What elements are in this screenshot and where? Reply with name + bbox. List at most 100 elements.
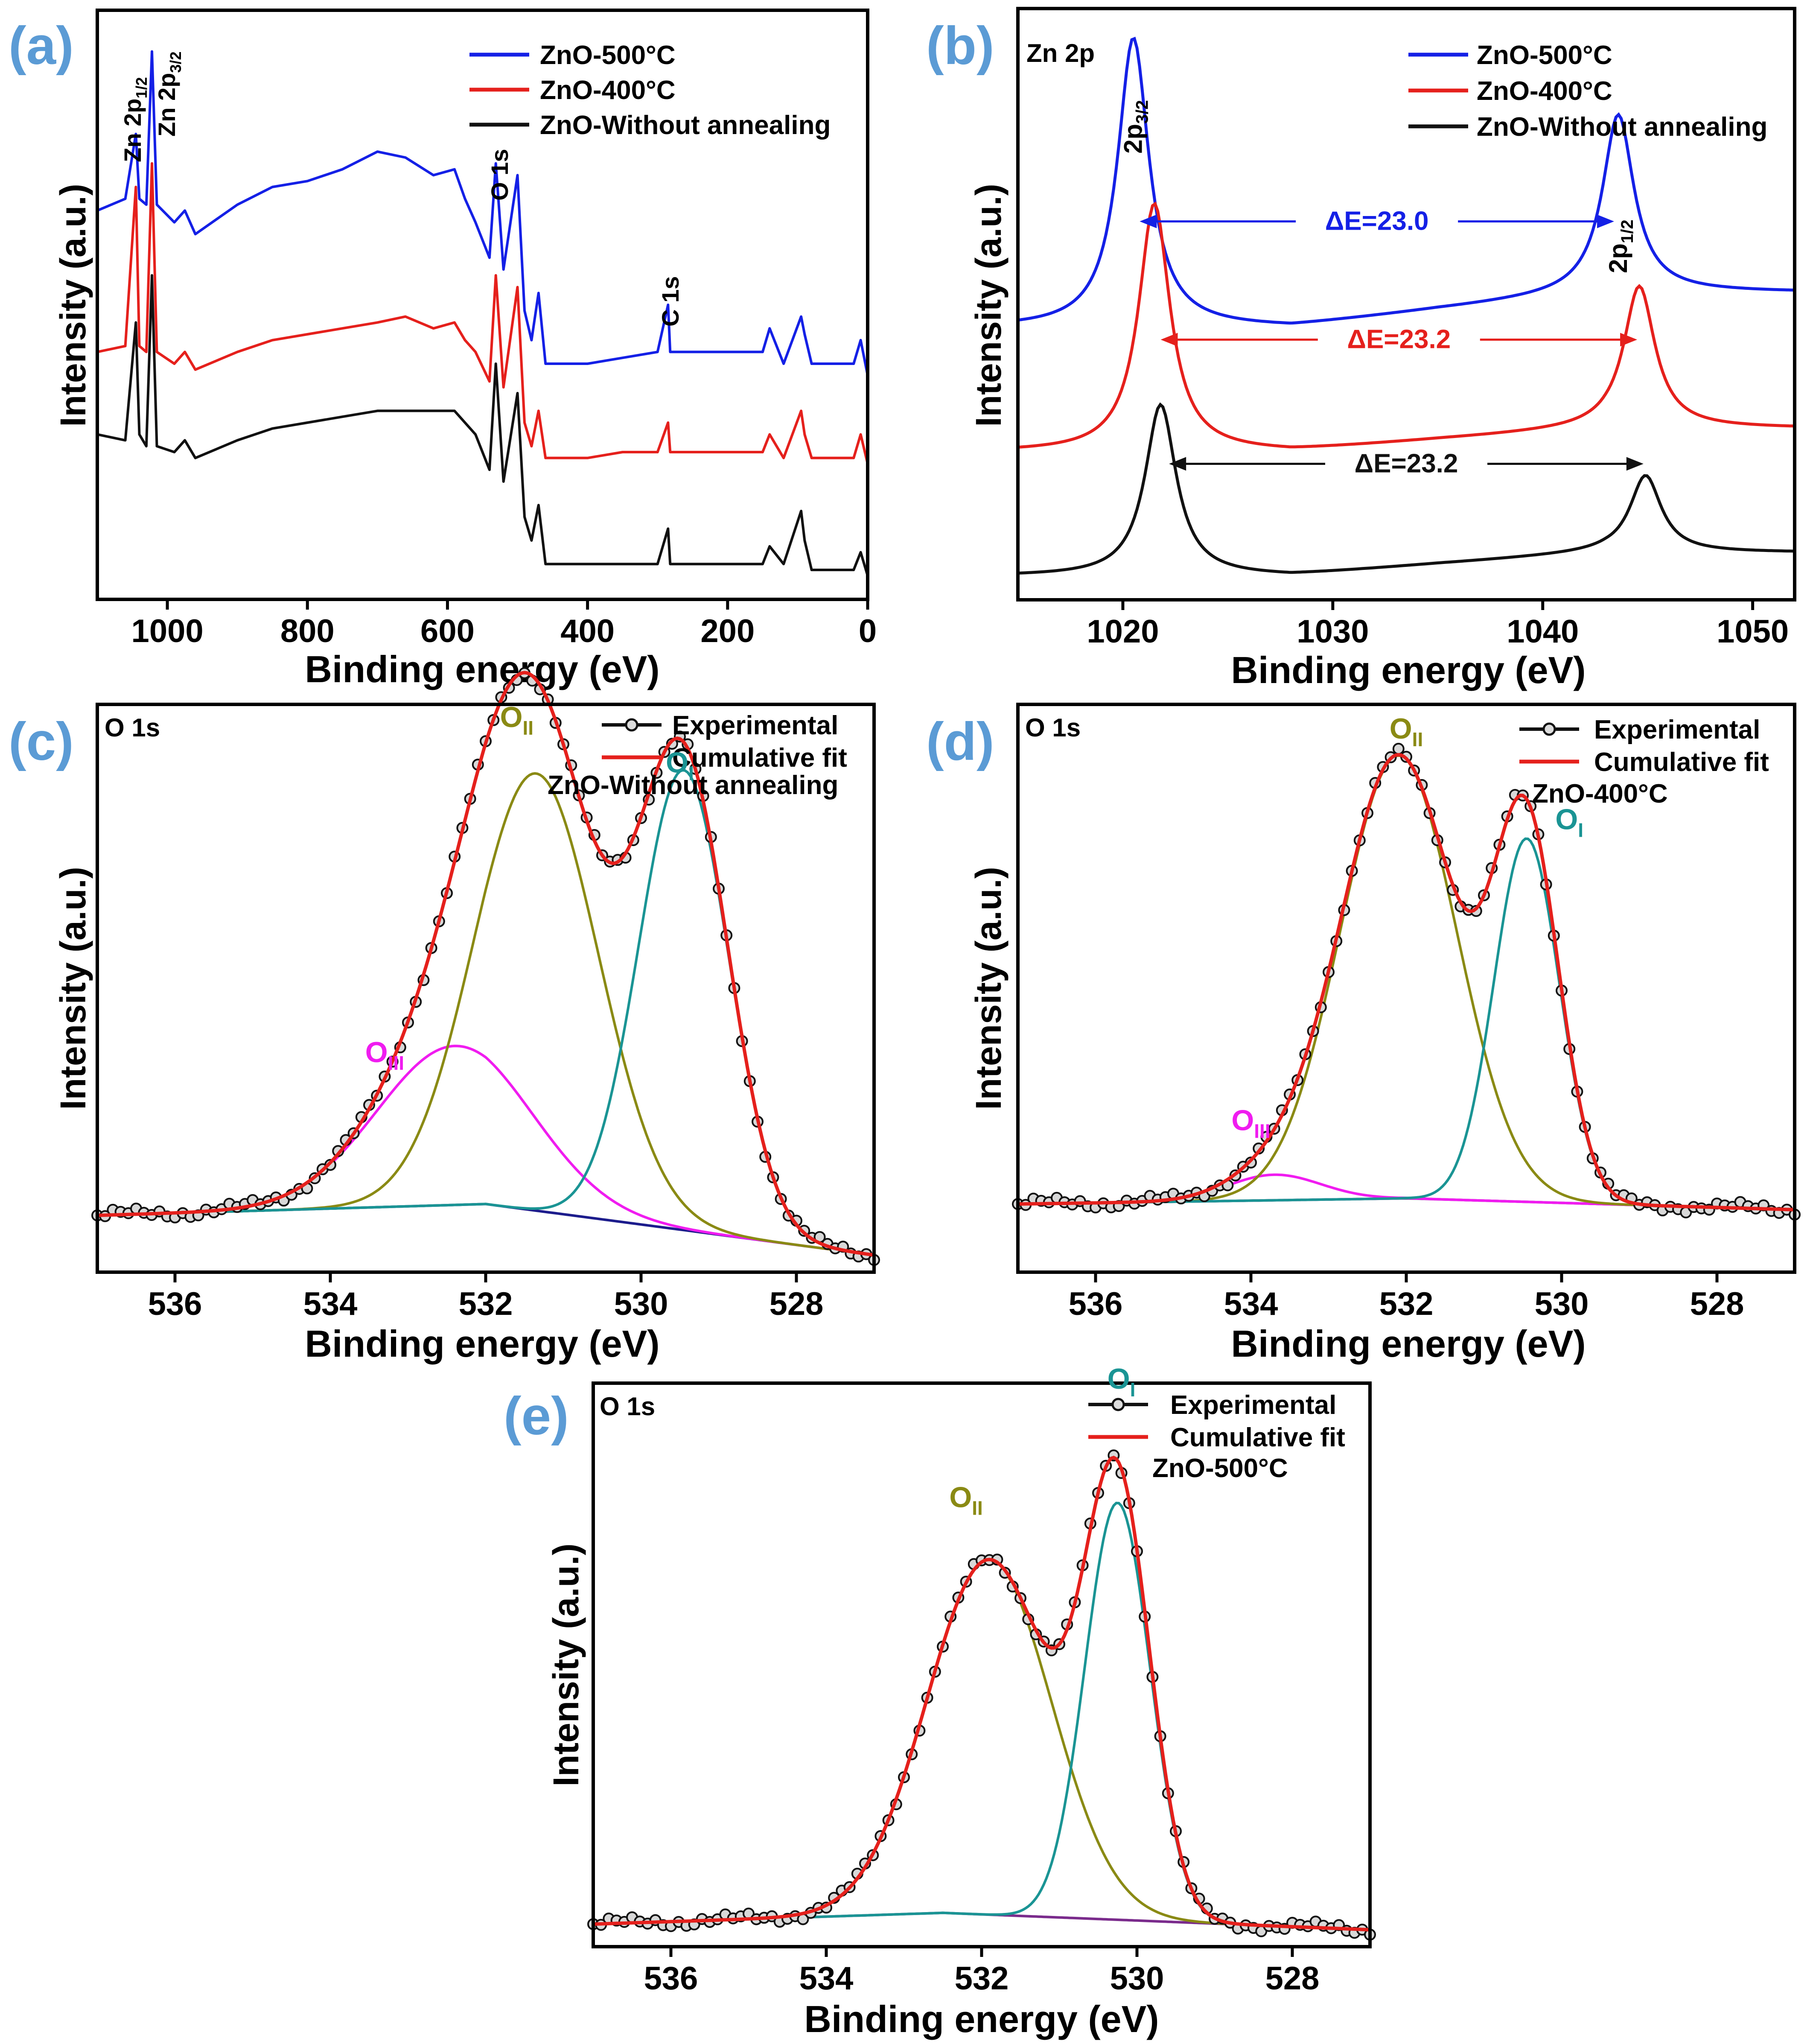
panel-a-frame (96, 9, 869, 601)
annotation-zn2p12: Zn 2p1/2 (119, 77, 150, 162)
panel-a-legend: ZnO-500°C ZnO-400°C ZnO-Without annealin… (469, 41, 831, 140)
legend-label-fit: Cumulative fit (1170, 1423, 1345, 1452)
panel-e-label: (e) (504, 1387, 569, 1446)
panel-b-series-0 (1017, 37, 1795, 325)
panel-a: (a) 1000 800 600 400 200 0 Binding energy (eV… (9, 9, 877, 690)
panel-e-xlabel: Binding energy (eV) (804, 1998, 1159, 2040)
panel-b-label: (b) (926, 16, 994, 76)
panel-d-component-label-1: OII (1390, 712, 1423, 750)
panel-e-component-label-0: OII (949, 1481, 982, 1519)
panel-d-label: (d) (926, 712, 994, 771)
panel-b-arrowhead-left-0 (1140, 214, 1157, 228)
annotation-o1s: O 1s (486, 149, 513, 201)
panel-c-component-label-2: OI (666, 747, 694, 785)
panel-c-component-label-1: OII (500, 701, 533, 739)
panel-b-frame (1016, 7, 1796, 602)
panel-a-xtick-label-2: 600 (420, 613, 475, 649)
legend-label-experimental: Experimental (1594, 715, 1760, 745)
panel-a-annotations: Zn 2p1/2 Zn 2p3/2 O 1s C 1s (119, 52, 684, 327)
panel-a-xtick-label-0: 1000 (131, 613, 204, 649)
panel-c-xtick-label-3: 530 (614, 1286, 668, 1322)
panel-a-xlabel: Binding energy (eV) (305, 648, 659, 690)
panel-b-xtick-label-2: 1040 (1507, 613, 1579, 650)
panel-c-label: (c) (9, 712, 74, 771)
legend-label-400: ZnO-400°C (1477, 76, 1612, 106)
panel-d-component-label-0: OIII (1231, 1104, 1270, 1142)
panel-d-xtick-label-0: 536 (1069, 1286, 1123, 1322)
panel-a-xtick-label-5: 0 (859, 613, 877, 649)
panel-d-xtick-label-2: 532 (1379, 1286, 1434, 1322)
panel-c-component-label-0: OIII (365, 1036, 404, 1074)
panel-e-ylabel: Intensity (a.u.) (546, 1543, 586, 1786)
legend-label-experimental: Experimental (672, 711, 838, 740)
panel-b-ylabel: Intensity (a.u.) (968, 184, 1009, 426)
panel-d-xlabel: Binding energy (eV) (1231, 1323, 1586, 1365)
panel-e-xtick-label-3: 530 (1110, 1960, 1164, 1997)
panel-e-xtick-label-2: 532 (955, 1960, 1009, 1997)
panel-b-arrowhead-left-2 (1169, 457, 1186, 471)
panel-b-arrowhead-left-1 (1160, 333, 1178, 347)
panel-d-title: O 1s (1025, 713, 1081, 742)
legend-label-experimental: Experimental (1170, 1390, 1336, 1420)
panel-d: (d) 536 534 532 530 528 O 1s Binding energy … (926, 703, 1801, 1365)
panel-c-xlabel: Binding energy (eV) (305, 1323, 659, 1365)
panel-b-delta-e-2: ΔE=23.2 (1355, 449, 1458, 478)
panel-b-xtick-label-0: 1020 (1087, 613, 1159, 650)
legend-marker-experimental (625, 718, 638, 732)
panel-c: (c) 536 534 532 530 528 O 1s Binding energy … (9, 667, 880, 1365)
legend-label-fit: Cumulative fit (1594, 748, 1769, 777)
panel-c-sample: ZnO-Without annealing (548, 771, 838, 800)
panel-c-xtick-label-4: 528 (770, 1286, 824, 1322)
panel-a-series-1 (97, 162, 869, 464)
panel-d-exp-point-49 (1392, 743, 1405, 755)
annotation-c1s: C 1s (657, 276, 684, 327)
panel-e-legend: Experimental Cumulative fit ZnO-500°C (1088, 1390, 1345, 1483)
panel-d-xtick-label-4: 528 (1690, 1286, 1744, 1322)
panel-b-series-1 (1017, 201, 1795, 449)
panel-e-title: O 1s (600, 1392, 655, 1421)
panel-d-ylabel: Intensity (a.u.) (968, 867, 1009, 1110)
panel-d-xtick-label-3: 530 (1535, 1286, 1589, 1322)
legend-label-unannealed: ZnO-Without annealing (540, 111, 831, 140)
panel-d-legend: Experimental Cumulative fit ZnO-400°C (1519, 715, 1769, 809)
panel-b-peak-label-0: 2p3/2 (1119, 100, 1152, 154)
legend-marker-experimental (1111, 1398, 1125, 1411)
panel-d-cumulative-fit (1017, 753, 1795, 1212)
panel-a-xtick-label-3: 400 (560, 613, 615, 649)
panel-a-label: (a) (9, 16, 74, 76)
panel-a-xtick-label-1: 800 (280, 613, 335, 649)
panel-b: (b) 1020 1030 1040 1050 Zn 2p Binding energ… (926, 7, 1796, 691)
legend-label-fit: Cumulative fit (672, 743, 847, 773)
panel-b-xtick-label-1: 1030 (1297, 613, 1369, 650)
panel-c-legend: Experimental Cumulative fit ZnO-Without … (548, 711, 847, 800)
panel-c-xtick-label-1: 534 (303, 1286, 358, 1322)
panel-c-title: O 1s (105, 713, 160, 742)
legend-label-unannealed: ZnO-Without annealing (1477, 112, 1767, 142)
panel-e-cumulative-fit (593, 1455, 1370, 1932)
panel-c-cumulative-fit (97, 671, 874, 1257)
panel-b-peak-label-1: 2p1/2 (1604, 219, 1637, 273)
panel-e: (e) 536 534 532 530 528 O 1s Binding energy … (504, 1363, 1376, 2040)
panel-c-xtick-label-2: 532 (459, 1286, 513, 1322)
panel-d-component-label-2: OI (1555, 803, 1583, 841)
panel-e-xtick-label-4: 528 (1265, 1960, 1320, 1997)
legend-label-500: ZnO-500°C (1477, 41, 1612, 70)
panel-e-xtick-label-0: 536 (644, 1960, 698, 1997)
legend-label-500: ZnO-500°C (540, 41, 676, 70)
panel-b-delta-e-1: ΔE=23.2 (1347, 325, 1451, 354)
panel-b-legend: ZnO-500°C ZnO-400°C ZnO-Without annealin… (1408, 41, 1767, 142)
panel-e-component-label-1: OI (1108, 1363, 1136, 1401)
annotation-zn2p32: Zn 2p3/2 (153, 52, 184, 137)
panel-b-xtick-label-3: 1050 (1717, 613, 1789, 650)
panel-b-arrowhead-right-0 (1597, 214, 1614, 228)
panel-b-series-2 (1017, 402, 1795, 575)
legend-marker-experimental (1542, 722, 1556, 736)
legend-label-400: ZnO-400°C (540, 76, 676, 105)
panel-a-series-0 (96, 50, 869, 376)
panel-e-sample: ZnO-500°C (1152, 1454, 1288, 1483)
panel-a-ylabel: Intensity (a.u.) (53, 184, 93, 426)
panel-a-xtick-label-4: 200 (700, 613, 755, 649)
panel-d-sample: ZnO-400°C (1532, 779, 1668, 809)
panel-b-arrowhead-right-1 (1620, 333, 1638, 347)
